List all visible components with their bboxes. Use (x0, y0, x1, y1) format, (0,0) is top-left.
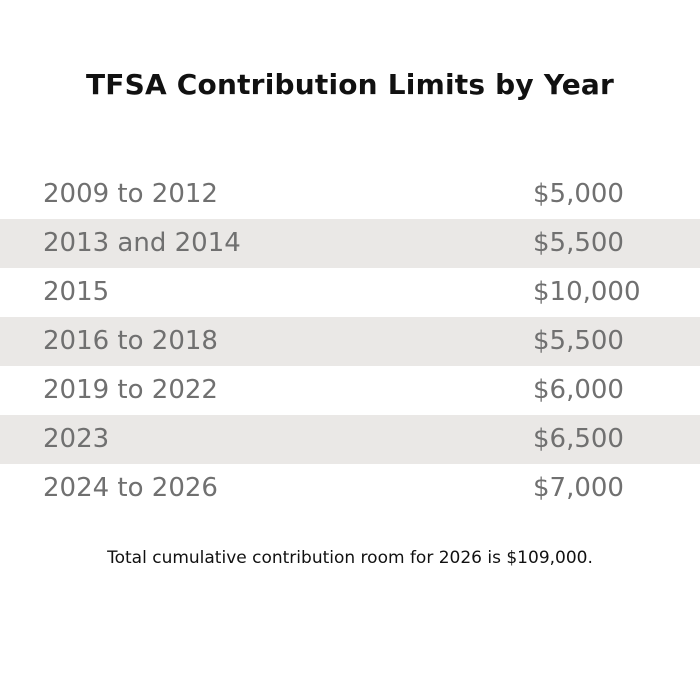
year-range-cell: 2023 (43, 424, 110, 454)
table-row: 2016 to 2018 $5,500 (0, 317, 700, 366)
year-range-cell: 2016 to 2018 (43, 326, 218, 356)
table-row: 2009 to 2012 $5,000 (0, 170, 700, 219)
table-row: 2015 $10,000 (0, 268, 700, 317)
year-range-cell: 2024 to 2026 (43, 473, 218, 503)
year-range-cell: 2009 to 2012 (43, 179, 218, 209)
limit-cell: $5,500 (533, 326, 624, 356)
table-row: 2019 to 2022 $6,000 (0, 366, 700, 415)
table-row: 2013 and 2014 $5,500 (0, 219, 700, 268)
year-range-cell: 2013 and 2014 (43, 228, 241, 258)
limit-cell: $6,000 (533, 375, 624, 405)
year-range-cell: 2019 to 2022 (43, 375, 218, 405)
table-row: 2024 to 2026 $7,000 (0, 464, 700, 513)
year-range-cell: 2015 (43, 277, 110, 307)
limit-cell: $5,500 (533, 228, 624, 258)
contribution-table: 2009 to 2012 $5,000 2013 and 2014 $5,500… (0, 170, 700, 513)
chart-title: TFSA Contribution Limits by Year (85, 68, 615, 101)
limit-cell: $10,000 (533, 277, 641, 307)
table-row: 2023 $6,500 (0, 415, 700, 464)
limit-cell: $5,000 (533, 179, 624, 209)
cumulative-room-footnote: Total cumulative contribution room for 2… (107, 548, 593, 568)
limit-cell: $7,000 (533, 473, 624, 503)
limit-cell: $6,500 (533, 424, 624, 454)
